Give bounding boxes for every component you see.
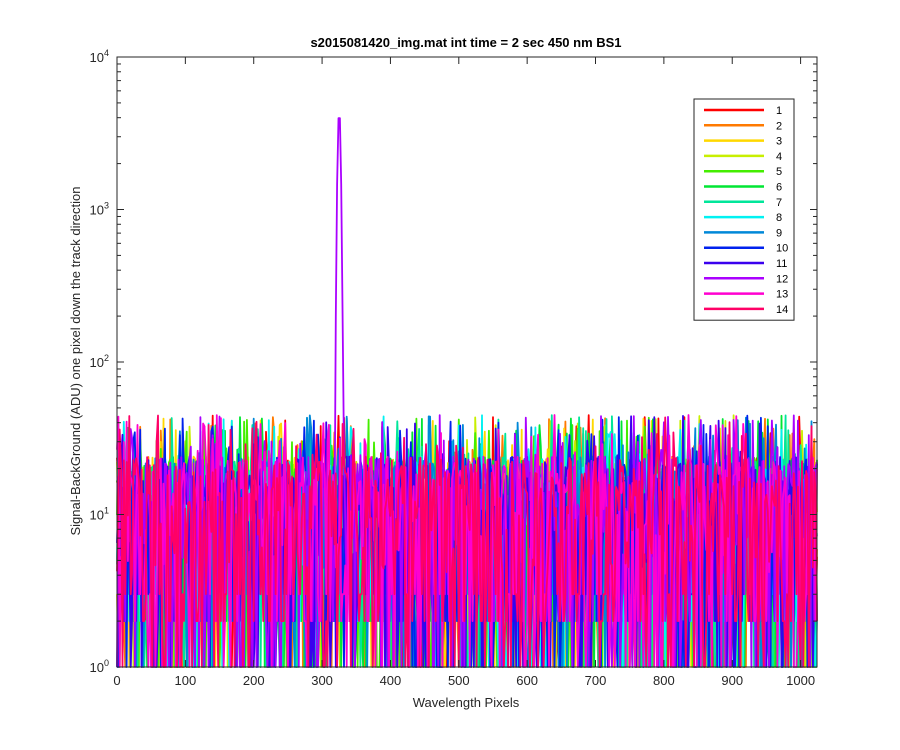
legend-label-13: 13 — [776, 289, 788, 301]
y-axis-label: Signal-BackGround (ADU) one pixel down t… — [68, 186, 83, 535]
x-tick-label: 0 — [113, 673, 120, 688]
x-tick-label: 500 — [448, 673, 470, 688]
legend-label-5: 5 — [776, 166, 782, 178]
legend-label-11: 11 — [776, 258, 787, 270]
legend-label-2: 2 — [776, 120, 782, 132]
x-tick-label: 700 — [585, 673, 607, 688]
legend-label-14: 14 — [776, 304, 788, 316]
y-tick-label: 103 — [90, 201, 109, 218]
series-line-14 — [116, 414, 818, 668]
x-axis-label: Wavelength Pixels — [413, 695, 520, 710]
legend-box — [693, 98, 795, 321]
x-tick-label: 200 — [243, 673, 265, 688]
x-tick-label: 100 — [175, 673, 197, 688]
x-tick-label: 1000 — [786, 673, 815, 688]
legend-label-7: 7 — [776, 197, 782, 209]
x-tick-label: 900 — [721, 673, 743, 688]
legend-label-4: 4 — [776, 151, 782, 163]
y-tick-label: 101 — [90, 506, 109, 523]
legend-label-6: 6 — [776, 182, 782, 194]
x-tick-label: 400 — [380, 673, 402, 688]
legend-label-1: 1 — [776, 105, 782, 117]
y-tick-label: 100 — [90, 658, 109, 675]
x-tick-label: 800 — [653, 673, 675, 688]
x-axis-ticks: 0 100 200 300 400 500 600 700 800 900 1000 — [113, 57, 815, 688]
legend-label-9: 9 — [776, 227, 782, 239]
x-tick-label: 600 — [516, 673, 538, 688]
legend-label-10: 10 — [776, 243, 788, 255]
y-tick-label: 104 — [90, 48, 109, 65]
legend-label-8: 8 — [776, 212, 782, 224]
chart-title: s2015081420_img.mat int time = 2 sec 450… — [310, 35, 621, 50]
y-tick-label: 102 — [90, 353, 109, 370]
legend-label-3: 3 — [776, 136, 782, 148]
legend-label-12: 12 — [776, 273, 788, 285]
x-tick-label: 300 — [311, 673, 333, 688]
